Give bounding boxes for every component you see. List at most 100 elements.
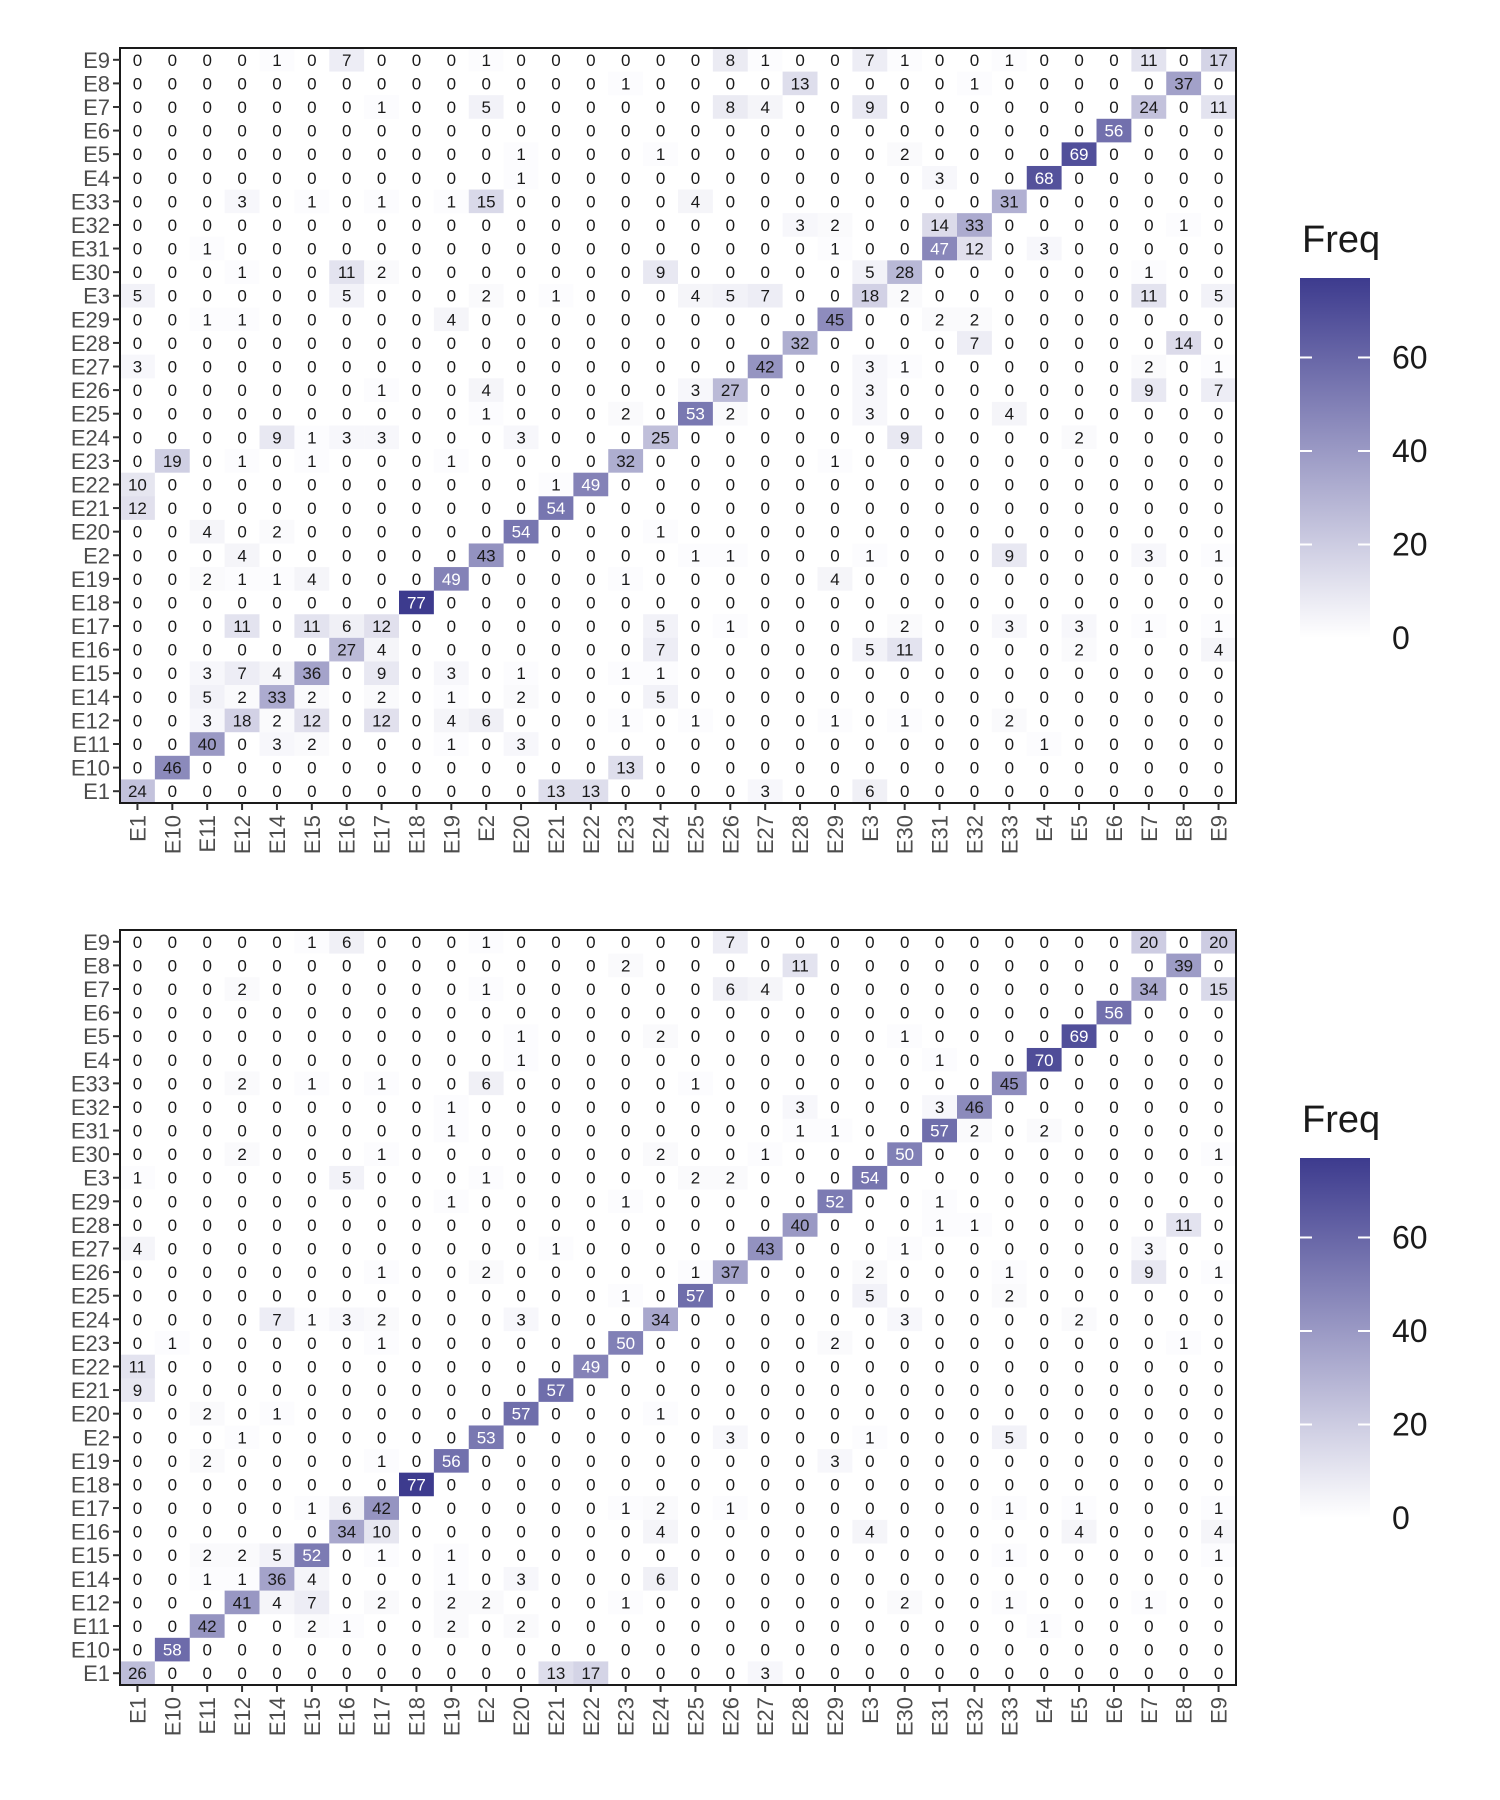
heatmap-cell — [503, 1118, 539, 1143]
cell-value-label: 0 — [865, 1074, 874, 1093]
cell-value-label: 0 — [1214, 1051, 1223, 1070]
x-tick-label: E10 — [160, 815, 185, 854]
cell-value-label: 2 — [970, 1122, 979, 1141]
cell-value-label: 0 — [1144, 1074, 1153, 1093]
heatmap-cell — [887, 953, 923, 978]
cell-value-label: 0 — [1005, 499, 1014, 518]
heatmap-cell — [782, 1189, 818, 1214]
x-tick-label: E6 — [1102, 815, 1127, 842]
cell-value-label: 0 — [830, 956, 839, 975]
cell-value-label: 0 — [621, 216, 630, 235]
heatmap-cell — [643, 189, 679, 214]
cell-value-label: 0 — [865, 1004, 874, 1023]
heatmap-cell — [399, 472, 435, 497]
cell-value-label: 0 — [1039, 1523, 1048, 1542]
cell-value-label: 0 — [760, 1263, 769, 1282]
cell-value-label: 0 — [551, 51, 560, 70]
cell-value-label: 0 — [1005, 593, 1014, 612]
heatmap-cell — [329, 953, 365, 978]
cell-value-label: 3 — [760, 1664, 769, 1683]
cell-value-label: 0 — [1039, 1428, 1048, 1447]
heatmap-cell — [433, 378, 470, 403]
cell-value-label: 0 — [481, 1310, 490, 1329]
cell-value-label: 0 — [168, 782, 177, 801]
heatmap-cell — [329, 708, 365, 733]
cell-value-label: 0 — [1179, 1263, 1188, 1282]
cell-value-label: 0 — [935, 381, 944, 400]
heatmap-cell — [329, 1189, 365, 1214]
cell-value-label: 0 — [1144, 641, 1153, 660]
cell-value-label: 0 — [656, 452, 665, 471]
heatmap-cell — [991, 614, 1028, 639]
heatmap-cell — [1061, 48, 1097, 72]
cell-value-label: 0 — [621, 1381, 630, 1400]
heatmap-cell — [678, 977, 714, 1002]
cell-value-label: 0 — [621, 1523, 630, 1542]
heatmap-cell — [678, 1047, 714, 1072]
heatmap-cell — [1166, 354, 1202, 379]
cell-value-label: 1 — [447, 1122, 456, 1141]
heatmap-cell — [329, 1095, 365, 1120]
cell-value-label: 0 — [760, 1216, 769, 1235]
heatmap-cell — [817, 331, 853, 356]
heatmap-cell — [643, 378, 679, 403]
heatmap-cell — [224, 1047, 260, 1072]
cell-value-label: 0 — [412, 1310, 421, 1329]
heatmap-cell — [1166, 378, 1202, 403]
cell-value-label: 18 — [860, 287, 879, 306]
heatmap-cell — [678, 472, 714, 497]
heatmap-cell — [957, 1095, 993, 1120]
heatmap-cell — [922, 661, 958, 686]
heatmap-cell — [1166, 1095, 1202, 1120]
heatmap-cell — [364, 213, 400, 238]
cell-value-label: 0 — [1179, 933, 1188, 952]
cell-value-label: 0 — [412, 1169, 421, 1188]
cell-value-label: 0 — [272, 1122, 281, 1141]
heatmap-cell — [747, 496, 783, 521]
cell-value-label: 0 — [970, 1664, 979, 1683]
cell-value-label: 0 — [342, 192, 351, 211]
heatmap-cell — [1096, 48, 1132, 72]
heatmap-cell — [922, 283, 958, 308]
heatmap-cell — [1201, 977, 1237, 1002]
cell-value-label: 0 — [1074, 51, 1083, 70]
cell-value-label: 0 — [726, 1027, 735, 1046]
cell-value-label: 0 — [656, 1428, 665, 1447]
y-tick-label: E22 — [71, 472, 110, 497]
cell-value-label: 0 — [447, 782, 456, 801]
heatmap-cell — [120, 165, 156, 190]
heatmap-cell — [1166, 1000, 1202, 1025]
y-tick-label: E24 — [71, 425, 110, 450]
heatmap-cell — [433, 307, 470, 332]
cell-value-label: 0 — [168, 287, 177, 306]
cell-value-label: 0 — [447, 1027, 456, 1046]
cell-value-label: 0 — [795, 98, 804, 117]
heatmap-cell — [852, 1024, 888, 1049]
heatmap-cell — [503, 732, 539, 757]
cell-value-label: 0 — [830, 1381, 839, 1400]
cell-value-label: 0 — [1144, 1122, 1153, 1141]
heatmap-cell — [1131, 142, 1167, 167]
heatmap-cell — [922, 953, 958, 978]
cell-value-label: 0 — [656, 1357, 665, 1376]
heatmap-cell — [712, 189, 749, 214]
cell-value-label: 0 — [586, 641, 595, 660]
cell-value-label: 0 — [1074, 1664, 1083, 1683]
cell-value-label: 11 — [233, 617, 251, 636]
cell-value-label: 1 — [621, 570, 630, 589]
cell-value-label: 0 — [1109, 381, 1118, 400]
cell-value-label: 0 — [516, 1475, 525, 1494]
heatmap-cell — [643, 567, 679, 591]
cell-value-label: 0 — [935, 452, 944, 471]
y-tick-label: E4 — [83, 166, 110, 191]
x-tick-label: E18 — [404, 815, 429, 854]
heatmap-cell — [922, 708, 958, 733]
cell-value-label: 0 — [726, 1122, 735, 1141]
cell-value-label: 0 — [1144, 1051, 1153, 1070]
cell-value-label: 0 — [168, 1664, 177, 1683]
heatmap-cell — [364, 977, 400, 1002]
cell-value-label: 0 — [1179, 1452, 1188, 1471]
heatmap-cell — [399, 1000, 435, 1025]
cell-value-label: 0 — [377, 782, 386, 801]
heatmap-cell — [1201, 590, 1237, 615]
